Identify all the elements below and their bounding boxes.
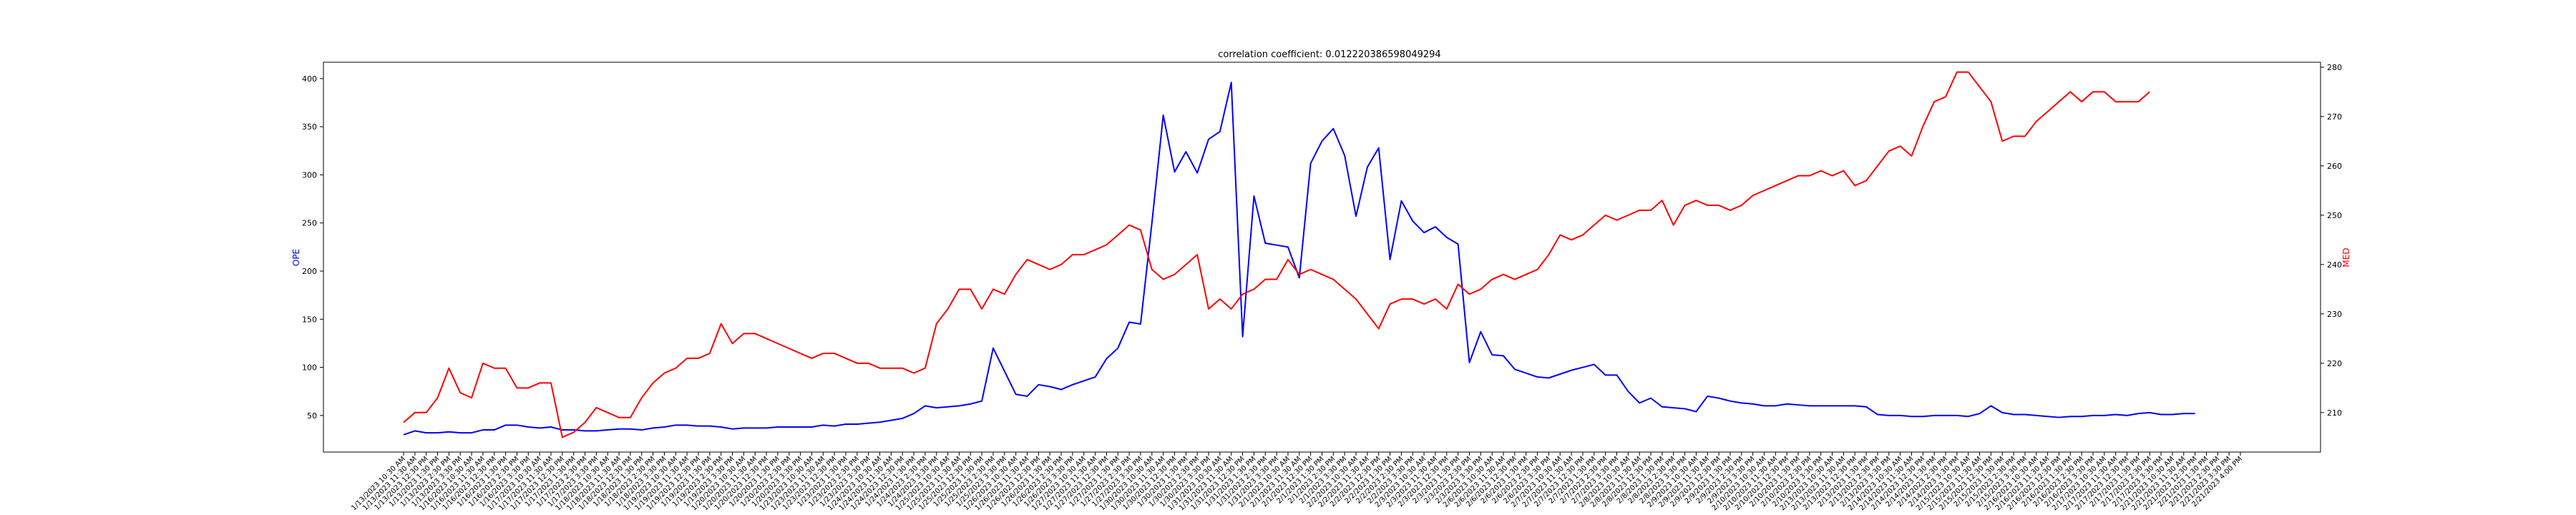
y-right-tick-label: 210 xyxy=(2327,408,2342,418)
y-right-tick-label: 250 xyxy=(2327,211,2342,220)
y-right-tick-label: 270 xyxy=(2327,112,2342,122)
y-left-tick-label: 150 xyxy=(302,315,317,324)
y-axis-right-label: MED xyxy=(2341,247,2351,267)
y-right-tick-label: 280 xyxy=(2327,63,2342,72)
y-left-tick-label: 300 xyxy=(302,170,317,180)
y-left-tick-label: 250 xyxy=(302,219,317,228)
y-left-tick-label: 50 xyxy=(307,411,317,421)
y-right-tick-label: 230 xyxy=(2327,310,2342,319)
y-right-tick-label: 240 xyxy=(2327,260,2342,270)
chart-title: correlation coefficient: 0.0122203865980… xyxy=(1218,49,1440,60)
y-axis-left-label: OPE xyxy=(291,249,301,266)
y-left-tick-label: 350 xyxy=(302,122,317,132)
y-right-tick-label: 220 xyxy=(2327,359,2342,368)
y-left-tick-label: 400 xyxy=(302,74,317,84)
series-line-ope xyxy=(403,82,2195,436)
plot-area: 50 100 150 200 250 300 350 400 210 220 230 240 250 26… xyxy=(302,62,2342,512)
y-left-tick-label: 100 xyxy=(302,363,317,373)
y-right-tick-label: 260 xyxy=(2327,162,2342,171)
y-left-tick-label: 200 xyxy=(302,267,317,276)
series-line-med xyxy=(403,71,2150,438)
